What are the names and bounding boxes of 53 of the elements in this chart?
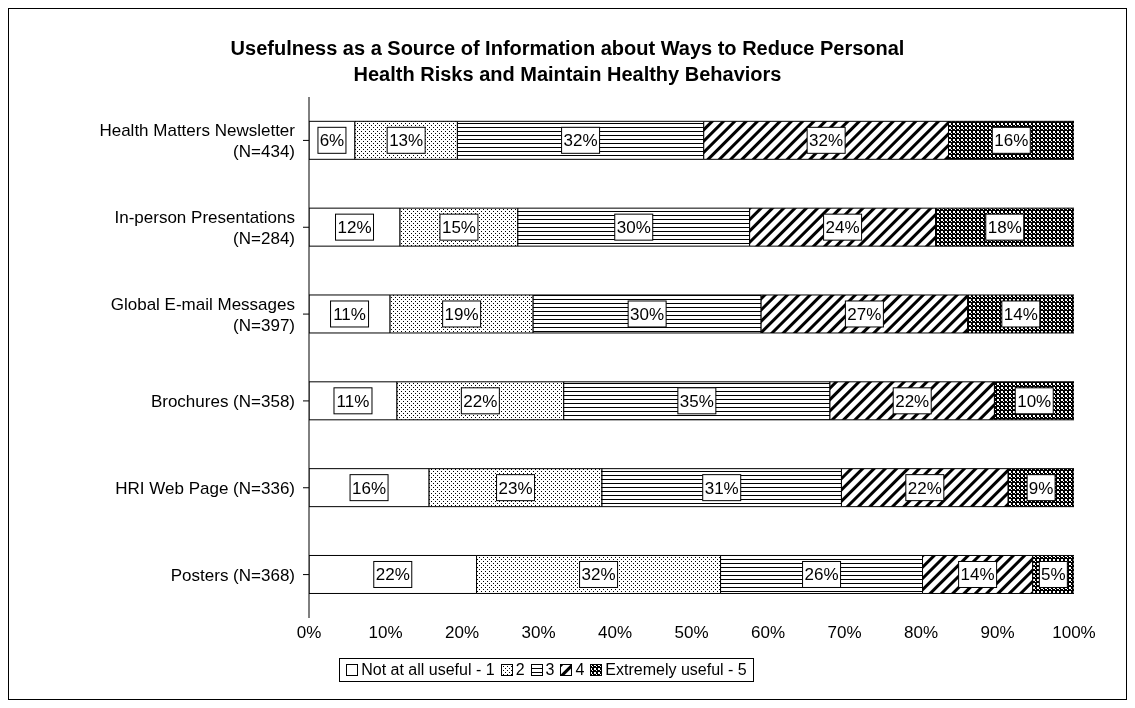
legend-label: Not at all useful - 1 [361,661,495,679]
y-tick-label: Global E-mail Messages (N=397) [110,295,295,336]
data-label: 31% [704,478,739,498]
data-label: 30% [616,218,651,238]
x-tick-label: 100% [1052,623,1096,643]
data-label: 5% [1041,565,1066,585]
y-tick-label: HRI Web Page (N=336) [115,478,295,498]
data-label: 16% [352,478,387,498]
x-tick-label: 30% [521,623,556,643]
x-tick-label: 0% [296,623,322,643]
data-label: 11% [333,304,366,324]
data-label: 13% [389,131,424,151]
data-label: 10% [1017,391,1052,411]
y-tick-label: In-person Presentations (N=284) [114,208,295,249]
x-tick-label: 40% [597,623,633,643]
x-tick-label: 60% [750,623,786,643]
x-tick-label: 80% [903,623,939,643]
data-label: 9% [1028,478,1054,498]
data-label: 32% [563,131,598,151]
data-label: 11% [336,391,370,411]
legend-label: 2 [515,661,525,679]
data-label: 22% [463,391,498,411]
legend-label: 4 [575,661,585,679]
data-label: 32% [809,131,844,151]
y-tick-label: Health Matters Newsletter (N=434) [99,121,296,162]
data-label: 23% [498,478,533,498]
legend-label: 3 [545,661,555,679]
data-label: 15% [441,218,476,238]
data-label: 30% [630,304,665,324]
data-label: 18% [987,218,1022,238]
data-label: 14% [960,565,995,585]
x-tick-label: 70% [827,623,862,643]
data-label: 19% [444,304,479,324]
data-label: 14% [1003,304,1038,324]
data-label: 12% [337,218,372,238]
x-tick-label: 90% [980,623,1015,643]
data-label: 27% [847,304,882,324]
data-label: 22% [895,391,930,411]
data-label: 6% [319,131,345,151]
data-label: 16% [994,131,1029,151]
data-label: 32% [581,565,616,585]
x-tick-label: 50% [674,623,709,643]
y-tick-label: Brochures (N=358) [150,391,295,411]
legend-label: Extremely useful - 5 [605,661,747,679]
data-label: 22% [907,478,942,498]
x-tick-label: 10% [368,623,403,643]
chart-title: Usefulness as a Source of Information about Ways to Reduce Personal Health Risks and Maintain Healthy Behaviors [229,36,906,87]
data-label: 35% [679,391,714,411]
data-label: 24% [825,218,860,238]
data-label: 22% [375,565,410,585]
data-label: 26% [804,565,839,585]
x-tick-label: 20% [444,623,480,643]
y-tick-label: Posters (N=368) [170,565,295,585]
